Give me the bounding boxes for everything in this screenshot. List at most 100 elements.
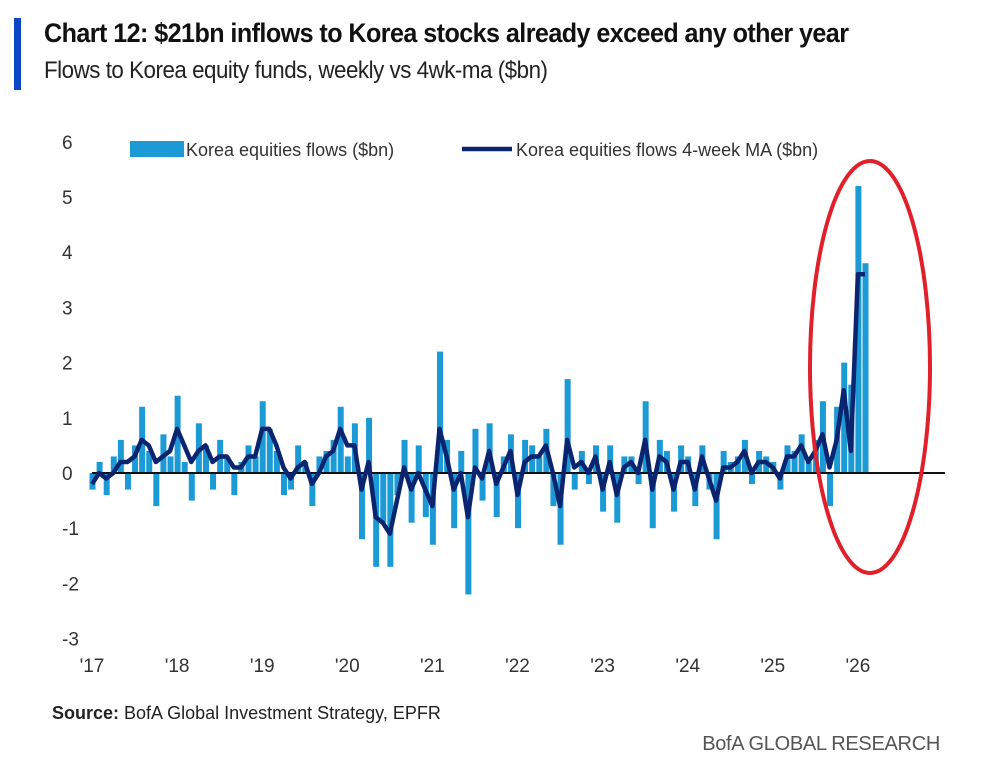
brand-logo-text: BofA GLOBAL RESEARCH xyxy=(702,733,940,755)
flow-bar xyxy=(678,445,685,473)
flow-bar xyxy=(536,456,543,473)
flow-bar xyxy=(323,450,330,473)
x-tick-label: '22 xyxy=(505,656,530,677)
y-tick-label: 1 xyxy=(62,409,73,430)
flow-bar xyxy=(486,423,493,473)
flow-bar xyxy=(791,450,798,473)
flow-bar xyxy=(366,417,373,473)
flow-bar xyxy=(805,461,812,473)
flow-bar xyxy=(153,473,160,507)
title-accent-bar xyxy=(14,18,21,90)
flow-bar xyxy=(210,473,217,490)
chart-title: Chart 12: $21bn inflows to Korea stocks … xyxy=(44,18,849,48)
flow-bar xyxy=(841,362,848,473)
x-tick-label: '19 xyxy=(250,656,275,677)
flow-bar xyxy=(280,473,287,496)
flow-bar xyxy=(557,473,564,545)
flow-bar xyxy=(472,428,479,473)
source-note: Source: BofA Global Investment Strategy,… xyxy=(52,703,441,724)
y-axis-ticks: 6 5 4 3 2 1 0 -1 -2 -3 xyxy=(62,133,79,651)
flow-bar xyxy=(380,473,387,523)
flow-bar xyxy=(132,445,139,473)
flow-bar xyxy=(288,473,295,490)
x-tick-label: '20 xyxy=(335,656,360,677)
flow-bar xyxy=(515,473,521,529)
flow-bar xyxy=(862,263,869,473)
flow-bar xyxy=(337,406,344,473)
flow-bar xyxy=(855,185,862,473)
flow-bar xyxy=(96,461,103,473)
y-tick-label: 0 xyxy=(62,464,73,485)
y-tick-label: -1 xyxy=(62,519,79,540)
flow-bar xyxy=(720,450,727,473)
flow-bar xyxy=(522,439,529,473)
bar-series xyxy=(89,185,869,595)
y-tick-label: -3 xyxy=(62,630,79,651)
ma-line xyxy=(90,272,865,536)
x-tick-label: '25 xyxy=(760,656,785,677)
flow-bar xyxy=(550,473,557,507)
legend-label-line: Korea equities flows 4-week MA ($bn) xyxy=(516,140,818,160)
flow-bar xyxy=(330,439,337,473)
flow-bar xyxy=(358,473,365,540)
flow-bar xyxy=(798,434,805,473)
source-text: BofA Global Investment Strategy, EPFR xyxy=(119,703,441,723)
flow-bar xyxy=(181,461,188,473)
flow-bar xyxy=(734,456,741,473)
flow-bar xyxy=(124,473,131,490)
flow-bar xyxy=(571,473,578,490)
x-tick-label: '17 xyxy=(80,656,105,677)
flow-bar xyxy=(117,439,124,473)
y-tick-label: 6 xyxy=(62,133,73,154)
x-tick-label: '23 xyxy=(590,656,615,677)
x-tick-label: '24 xyxy=(675,656,700,677)
chart-subtitle: Flows to Korea equity funds, weekly vs 4… xyxy=(44,57,548,84)
x-tick-label: '26 xyxy=(846,656,871,677)
flow-bar xyxy=(635,473,642,485)
flow-bar xyxy=(266,428,273,473)
y-tick-label: 3 xyxy=(62,298,73,319)
flow-bar xyxy=(167,456,174,473)
flow-bar xyxy=(458,450,465,473)
flow-bar xyxy=(607,445,614,473)
flow-bar xyxy=(749,473,756,485)
source-label: Source: xyxy=(52,703,120,723)
x-tick-label: '18 xyxy=(165,656,190,677)
flow-bar xyxy=(777,473,784,490)
flow-bar xyxy=(671,473,678,512)
y-tick-label: 5 xyxy=(62,188,73,209)
flow-bar xyxy=(344,456,351,473)
flow-bar xyxy=(309,473,316,507)
flow-bar xyxy=(493,473,500,518)
flow-bar xyxy=(436,351,443,473)
x-tick-label: '21 xyxy=(420,656,445,677)
flow-bar xyxy=(585,473,592,485)
flow-bar xyxy=(408,473,415,523)
flow-bar xyxy=(564,379,571,473)
flow-bar xyxy=(295,445,302,473)
legend: Korea equities flows ($bn) Korea equitie… xyxy=(130,140,818,160)
flow-bar xyxy=(231,473,238,496)
flow-bar xyxy=(387,473,394,567)
flow-bar xyxy=(429,473,436,545)
legend-label-bars: Korea equities flows ($bn) xyxy=(186,140,394,160)
y-tick-label: 2 xyxy=(62,354,73,375)
x-axis-ticks: '17 '18 '19 '20 '21 '22 '23 '24 '25 '26 xyxy=(80,656,871,677)
flow-bar xyxy=(465,473,472,595)
flow-bar xyxy=(713,473,720,540)
highlight-ellipse xyxy=(808,159,932,575)
flow-bar xyxy=(273,450,280,473)
flow-bar xyxy=(188,473,195,501)
flow-bar xyxy=(451,473,458,529)
y-tick-label: -2 xyxy=(62,574,79,595)
flow-bar xyxy=(649,473,656,529)
flow-bar xyxy=(600,473,607,512)
flow-bar xyxy=(394,473,401,496)
y-tick-label: 4 xyxy=(62,243,73,264)
flow-bar xyxy=(146,450,153,473)
flow-bar xyxy=(479,473,486,501)
flow-bar xyxy=(103,473,110,496)
flow-bar xyxy=(642,401,649,473)
flow-bar xyxy=(110,456,117,473)
